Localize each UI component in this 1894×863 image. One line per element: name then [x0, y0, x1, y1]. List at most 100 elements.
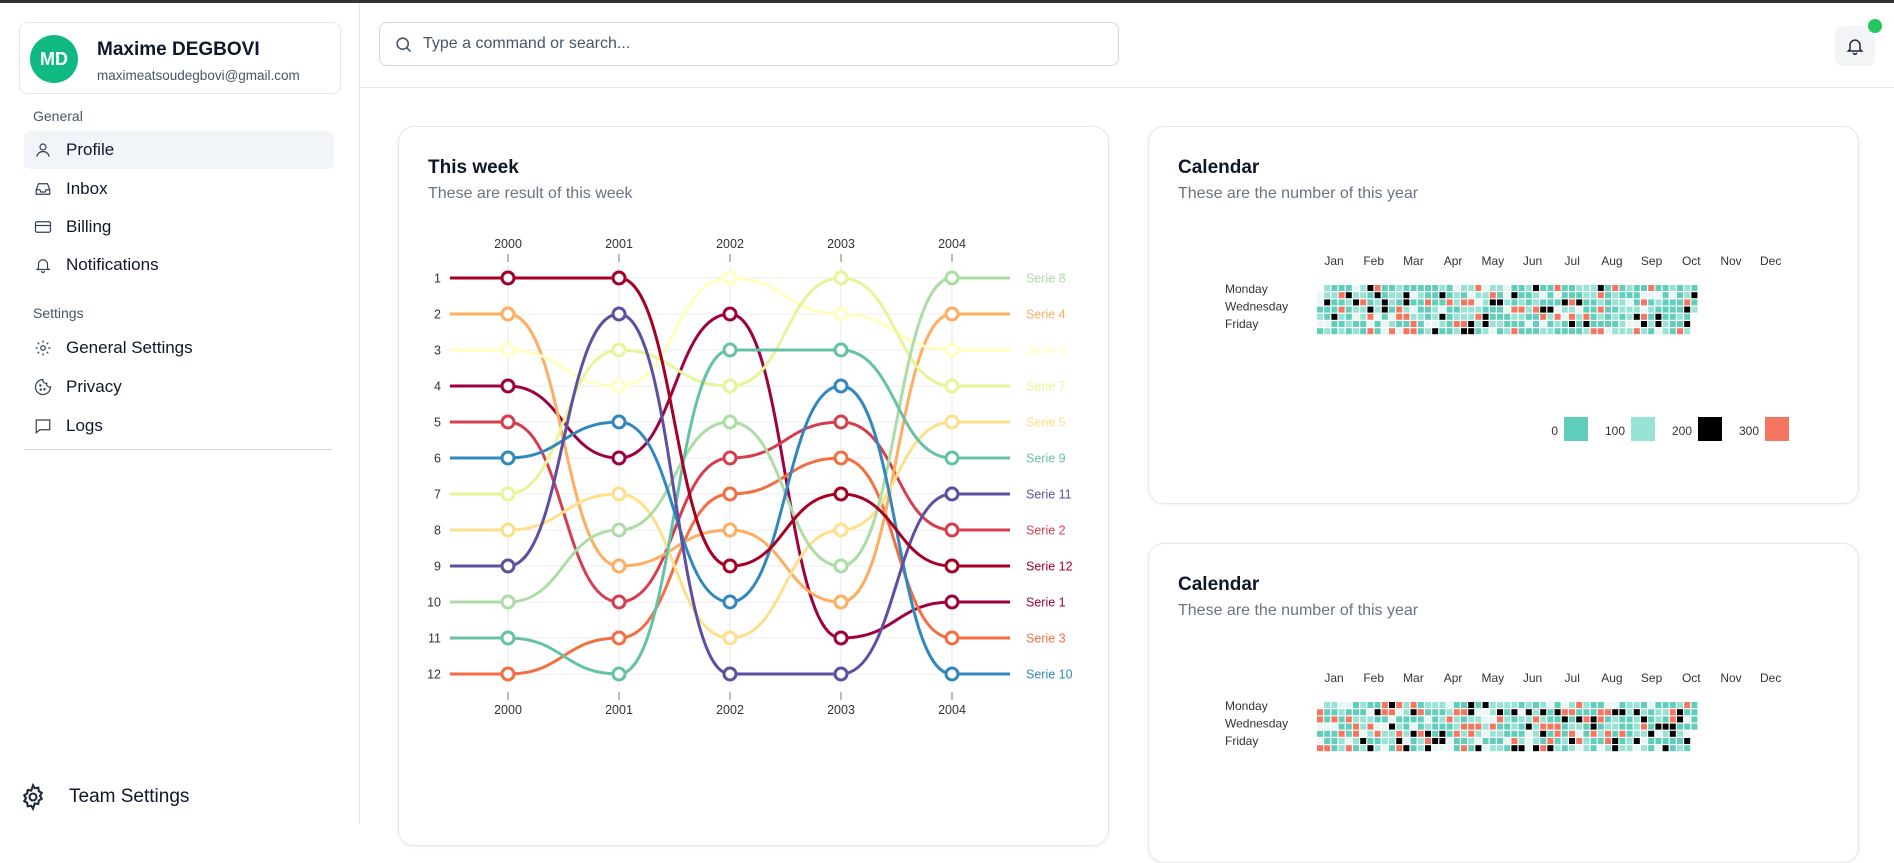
calendar-day-cell [1590, 745, 1597, 752]
calendar-day-cell [1669, 328, 1676, 335]
month-label: Dec [1760, 671, 1781, 685]
calendar-day-cell [1633, 738, 1640, 744]
calendar-day-cell [1317, 321, 1323, 327]
calendar-day-cell [1410, 292, 1417, 299]
calendar-day-cell [1331, 709, 1338, 716]
calendar-day-cell [1576, 328, 1583, 335]
calendar-day-cell [1540, 730, 1547, 737]
calendar-day-cell [1489, 285, 1496, 291]
sidebar-item-general-settings[interactable]: General Settings [24, 329, 334, 367]
calendar-day-cell [1489, 299, 1496, 306]
series-point [611, 522, 627, 538]
calendar-day-cell [1561, 306, 1568, 313]
calendar-day-cell [1461, 321, 1467, 327]
series-point [833, 630, 849, 646]
calendar-day-cell [1511, 321, 1518, 327]
calendar-day-cell [1396, 730, 1403, 737]
calendar-day-cell [1497, 716, 1503, 723]
calendar-day-cell [1425, 313, 1431, 320]
calendar-day-cell [1684, 292, 1691, 299]
calendar-day-cell [1677, 292, 1683, 299]
calendar-day-cell [1662, 306, 1669, 313]
calendar-day-cell [1612, 299, 1619, 306]
calendar-day-cell [1504, 292, 1511, 299]
calendar-day-cell [1554, 738, 1561, 744]
calendar-day-cell [1518, 299, 1525, 306]
calendar-day-cell [1324, 285, 1331, 291]
series-point [611, 594, 627, 610]
calendar-day-cell [1417, 738, 1424, 744]
sidebar-item-profile[interactable]: Profile [24, 131, 334, 169]
team-settings-button[interactable]: Team Settings [19, 783, 189, 811]
calendar-day-cell [1669, 709, 1676, 716]
sidebar-item-inbox[interactable]: Inbox [24, 170, 334, 208]
calendar-day-cell [1547, 730, 1554, 737]
calendar-day-cell [1331, 306, 1338, 313]
sidebar-item-billing[interactable]: Billing [24, 208, 334, 246]
calendar-day-cell [1410, 702, 1417, 708]
user-card[interactable]: MD Maxime DEGBOVI maximeatsoudegbovi@gma… [19, 22, 341, 94]
calendar-day-cell [1561, 709, 1568, 716]
command-search[interactable] [379, 22, 1119, 66]
calendar-card-2: Calendar These are the number of this ye… [1148, 543, 1859, 863]
calendar-day-cell [1353, 285, 1359, 291]
calendar-day-cell [1576, 730, 1583, 737]
series-point [944, 414, 960, 430]
calendar-day-cell [1655, 306, 1662, 313]
calendar-day-cell [1569, 745, 1575, 752]
calendar-day-cell [1677, 723, 1683, 730]
search-input[interactable] [423, 35, 1083, 53]
notifications-button[interactable] [1835, 26, 1875, 66]
calendar-day-cell [1525, 321, 1532, 327]
calendar-day-cell [1345, 738, 1352, 744]
series-point [944, 342, 960, 358]
calendar-day-cell [1677, 709, 1683, 716]
calendar-day-cell [1626, 716, 1633, 723]
calendar-day-cell [1655, 299, 1662, 306]
calendar-day-cell [1597, 709, 1604, 716]
calendar-day-cell [1475, 306, 1482, 313]
calendar-day-cell [1504, 738, 1511, 744]
calendar-day-cell [1374, 723, 1381, 730]
calendar-day-cell [1439, 738, 1446, 744]
calendar-day-cell [1403, 716, 1410, 723]
calendar-day-cell [1461, 738, 1467, 744]
calendar-day-cell [1468, 709, 1475, 716]
calendar-day-cell [1353, 328, 1359, 335]
calendar-day-cell [1432, 285, 1439, 291]
calendar-day-cell [1425, 702, 1431, 708]
calendar-day-cell [1590, 292, 1597, 299]
sidebar-item-notifications[interactable]: Notifications [24, 246, 334, 284]
calendar-day-cell [1662, 730, 1669, 737]
sidebar-item-privacy[interactable]: Privacy [24, 368, 334, 406]
calendar-day-cell [1353, 321, 1359, 327]
calendar-day-cell [1360, 730, 1367, 737]
calendar-day-cell [1533, 328, 1539, 335]
rank-label: 6 [434, 452, 441, 466]
calendar-day-cell [1439, 709, 1446, 716]
calendar-day-cell [1389, 285, 1395, 291]
month-label: Feb [1363, 254, 1384, 268]
sidebar-item-logs[interactable]: Logs [24, 407, 334, 445]
bell-icon [1846, 39, 1864, 56]
calendar-day-cell [1396, 723, 1403, 730]
calendar-day-cell [1489, 709, 1496, 716]
calendar-day-cell [1475, 321, 1482, 327]
calendar-day-cell [1525, 730, 1532, 737]
series-label: Serie 1 [1026, 596, 1066, 610]
calendar-day-cell [1324, 723, 1331, 730]
series-point [833, 666, 849, 682]
rank-label: 7 [434, 488, 441, 502]
calendar-day-cell [1525, 306, 1532, 313]
calendar-day-cell [1410, 709, 1417, 716]
calendar-day-cell [1633, 328, 1640, 335]
calendar-day-cell [1677, 745, 1683, 752]
calendar-day-cell [1547, 285, 1554, 291]
calendar-day-cell [1360, 285, 1367, 291]
calendar-day-cell [1417, 709, 1424, 716]
month-label: May [1481, 671, 1504, 685]
series-point [722, 558, 738, 574]
month-label: Apr [1444, 671, 1463, 685]
calendar-day-cell [1605, 299, 1611, 306]
calendar-day-cell [1648, 292, 1655, 299]
